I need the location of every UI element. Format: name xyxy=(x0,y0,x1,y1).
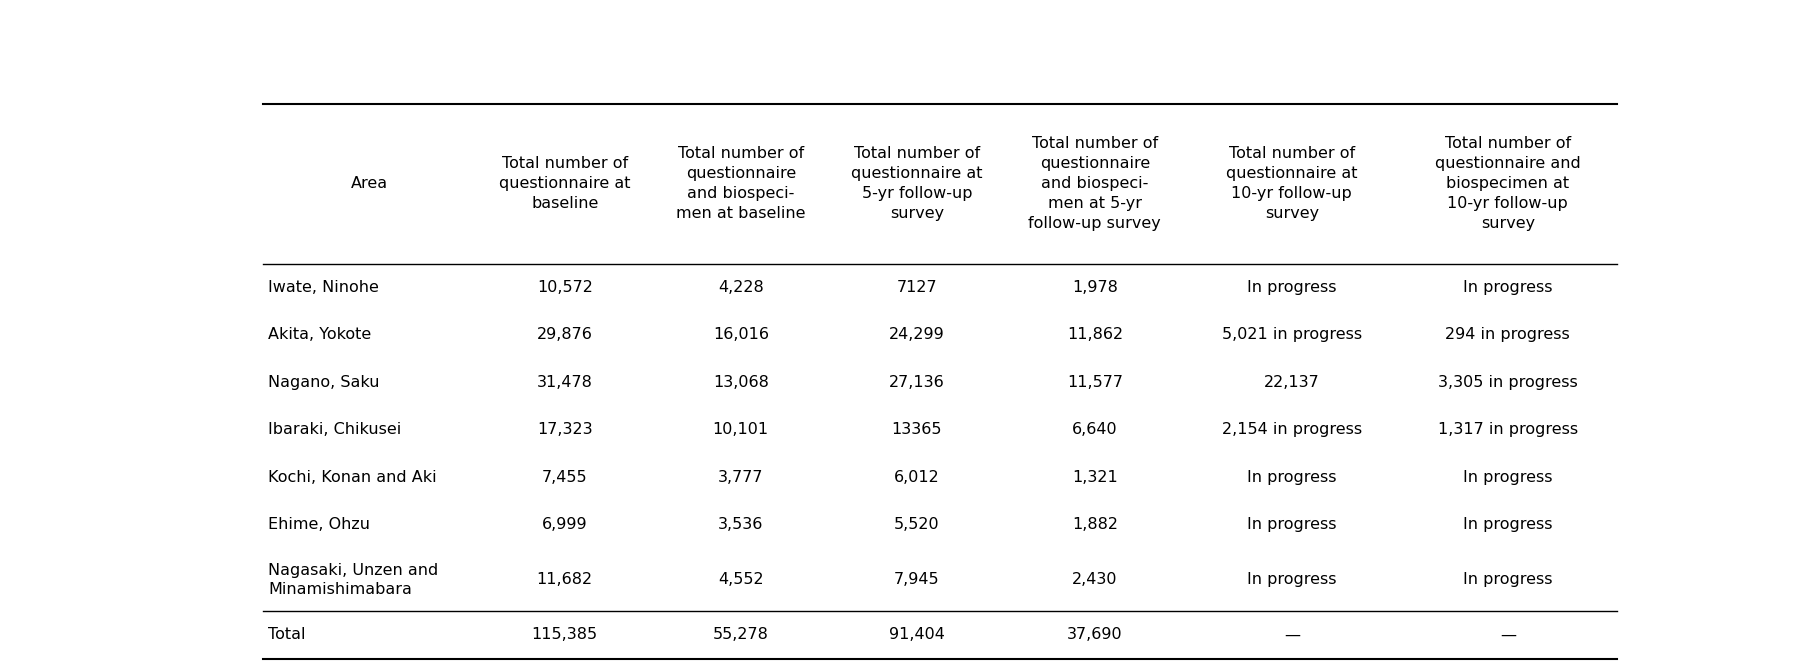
Text: 11,682: 11,682 xyxy=(537,572,593,588)
Text: In progress: In progress xyxy=(1247,280,1336,295)
Text: 1,882: 1,882 xyxy=(1072,517,1117,532)
Text: 6,640: 6,640 xyxy=(1072,422,1117,437)
Text: 6,012: 6,012 xyxy=(894,470,939,484)
Text: 1,317 in progress: 1,317 in progress xyxy=(1438,422,1578,437)
Text: In progress: In progress xyxy=(1463,517,1552,532)
Text: 13365: 13365 xyxy=(892,422,943,437)
Text: —: — xyxy=(1500,628,1516,643)
Text: 91,404: 91,404 xyxy=(888,628,945,643)
Text: Total number of
questionnaire
and biospeci-
men at baseline: Total number of questionnaire and biospe… xyxy=(675,146,806,221)
Text: Total number of
questionnaire
and biospeci-
men at 5-yr
follow-up survey: Total number of questionnaire and biospe… xyxy=(1028,137,1161,230)
Text: Ibaraki, Chikusei: Ibaraki, Chikusei xyxy=(268,422,402,437)
Text: 16,016: 16,016 xyxy=(713,327,768,342)
Text: 6,999: 6,999 xyxy=(542,517,588,532)
Text: Nagasaki, Unzen and
Minamishimabara: Nagasaki, Unzen and Minamishimabara xyxy=(268,563,439,596)
Text: Total number of
questionnaire at
5-yr follow-up
survey: Total number of questionnaire at 5-yr fo… xyxy=(852,146,983,221)
Text: 2,154 in progress: 2,154 in progress xyxy=(1221,422,1361,437)
Text: 3,536: 3,536 xyxy=(719,517,763,532)
Text: 31,478: 31,478 xyxy=(537,375,593,390)
Text: 7,455: 7,455 xyxy=(542,470,588,484)
Text: 294 in progress: 294 in progress xyxy=(1445,327,1571,342)
Text: In progress: In progress xyxy=(1463,572,1552,588)
Text: 10,101: 10,101 xyxy=(713,422,768,437)
Text: Total number of
questionnaire and
biospecimen at
10-yr follow-up
survey: Total number of questionnaire and biospe… xyxy=(1434,137,1582,230)
Text: —: — xyxy=(1283,628,1299,643)
Text: Total number of
questionnaire at
10-yr follow-up
survey: Total number of questionnaire at 10-yr f… xyxy=(1227,146,1358,221)
Text: 1,978: 1,978 xyxy=(1072,280,1117,295)
Text: 2,430: 2,430 xyxy=(1072,572,1117,588)
Text: Kochi, Konan and Aki: Kochi, Konan and Aki xyxy=(268,470,437,484)
Text: Nagano, Saku: Nagano, Saku xyxy=(268,375,380,390)
Text: 55,278: 55,278 xyxy=(713,628,768,643)
Text: 115,385: 115,385 xyxy=(531,628,597,643)
Text: 3,777: 3,777 xyxy=(719,470,764,484)
Text: In progress: In progress xyxy=(1463,280,1552,295)
Text: 11,862: 11,862 xyxy=(1067,327,1123,342)
Text: In progress: In progress xyxy=(1247,470,1336,484)
Text: 37,690: 37,690 xyxy=(1067,628,1123,643)
Text: 5,520: 5,520 xyxy=(894,517,939,532)
Text: Akita, Yokote: Akita, Yokote xyxy=(268,327,371,342)
Text: 17,323: 17,323 xyxy=(537,422,593,437)
Text: 3,305 in progress: 3,305 in progress xyxy=(1438,375,1578,390)
Text: Total number of
questionnaire at
baseline: Total number of questionnaire at baselin… xyxy=(499,156,630,211)
Text: Area: Area xyxy=(351,176,388,191)
Text: 24,299: 24,299 xyxy=(888,327,945,342)
Text: Ehime, Ohzu: Ehime, Ohzu xyxy=(268,517,371,532)
Text: 4,228: 4,228 xyxy=(717,280,764,295)
Text: 5,021 in progress: 5,021 in progress xyxy=(1221,327,1361,342)
Text: 13,068: 13,068 xyxy=(713,375,768,390)
Text: In progress: In progress xyxy=(1247,572,1336,588)
Text: In progress: In progress xyxy=(1247,517,1336,532)
Text: 10,572: 10,572 xyxy=(537,280,593,295)
Text: 7127: 7127 xyxy=(897,280,937,295)
Text: 4,552: 4,552 xyxy=(717,572,764,588)
Text: Iwate, Ninohe: Iwate, Ninohe xyxy=(268,280,379,295)
Text: 27,136: 27,136 xyxy=(888,375,945,390)
Text: 22,137: 22,137 xyxy=(1263,375,1320,390)
Text: Total: Total xyxy=(268,628,306,643)
Text: In progress: In progress xyxy=(1463,470,1552,484)
Text: 11,577: 11,577 xyxy=(1067,375,1123,390)
Text: 1,321: 1,321 xyxy=(1072,470,1117,484)
Text: 29,876: 29,876 xyxy=(537,327,593,342)
Text: 7,945: 7,945 xyxy=(894,572,939,588)
